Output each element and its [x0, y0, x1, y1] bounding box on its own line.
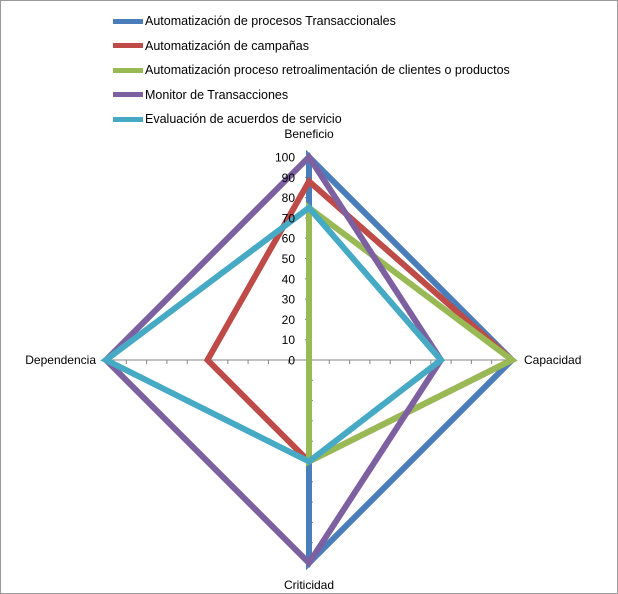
- legend-label: Automatización de procesos Transaccional…: [145, 14, 396, 29]
- legend-item: Automatización proceso retroalimentación…: [113, 58, 510, 83]
- legend-item: Automatización de campañas: [113, 34, 510, 59]
- legend-item: Automatización de procesos Transaccional…: [113, 9, 510, 34]
- tick-label: 30: [282, 293, 296, 307]
- tick-label: 20: [282, 313, 296, 327]
- legend-item: Evaluación de acuerdos de servicio: [113, 107, 510, 132]
- tick-label: 10: [282, 333, 296, 347]
- tick-label: 60: [282, 232, 296, 246]
- tick-label: 50: [282, 252, 296, 266]
- legend-swatch: [113, 18, 143, 24]
- legend-label: Automatización de campañas: [145, 38, 309, 53]
- series-4-line: [101, 152, 445, 568]
- category-label-capacidad: Capacidad: [524, 353, 581, 367]
- tick-label: 100: [275, 151, 295, 165]
- legend-label: Evaluación de acuerdos de servicio: [145, 112, 342, 127]
- tick-label: 0: [288, 354, 295, 368]
- legend-swatch: [113, 67, 143, 73]
- category-label-dependencia: Dependencia: [25, 353, 96, 367]
- tick-label: 70: [282, 211, 296, 225]
- legend-item: Monitor de Transacciones: [113, 83, 510, 108]
- tick-label: 90: [282, 171, 296, 185]
- category-label-criticidad: Criticidad: [284, 578, 334, 592]
- legend-swatch: [113, 116, 143, 122]
- tick-label: 40: [282, 272, 296, 286]
- legend-swatch: [113, 92, 143, 98]
- legend-label: Monitor de Transacciones: [145, 87, 289, 102]
- legend-swatch: [113, 43, 143, 49]
- category-label-beneficio: Beneficio: [284, 127, 334, 141]
- tick-label: 80: [282, 191, 296, 205]
- chart-legend: Automatización de procesos Transaccional…: [113, 9, 510, 132]
- legend-label: Automatización proceso retroalimentación…: [145, 63, 510, 78]
- series-5-line: [100, 203, 446, 466]
